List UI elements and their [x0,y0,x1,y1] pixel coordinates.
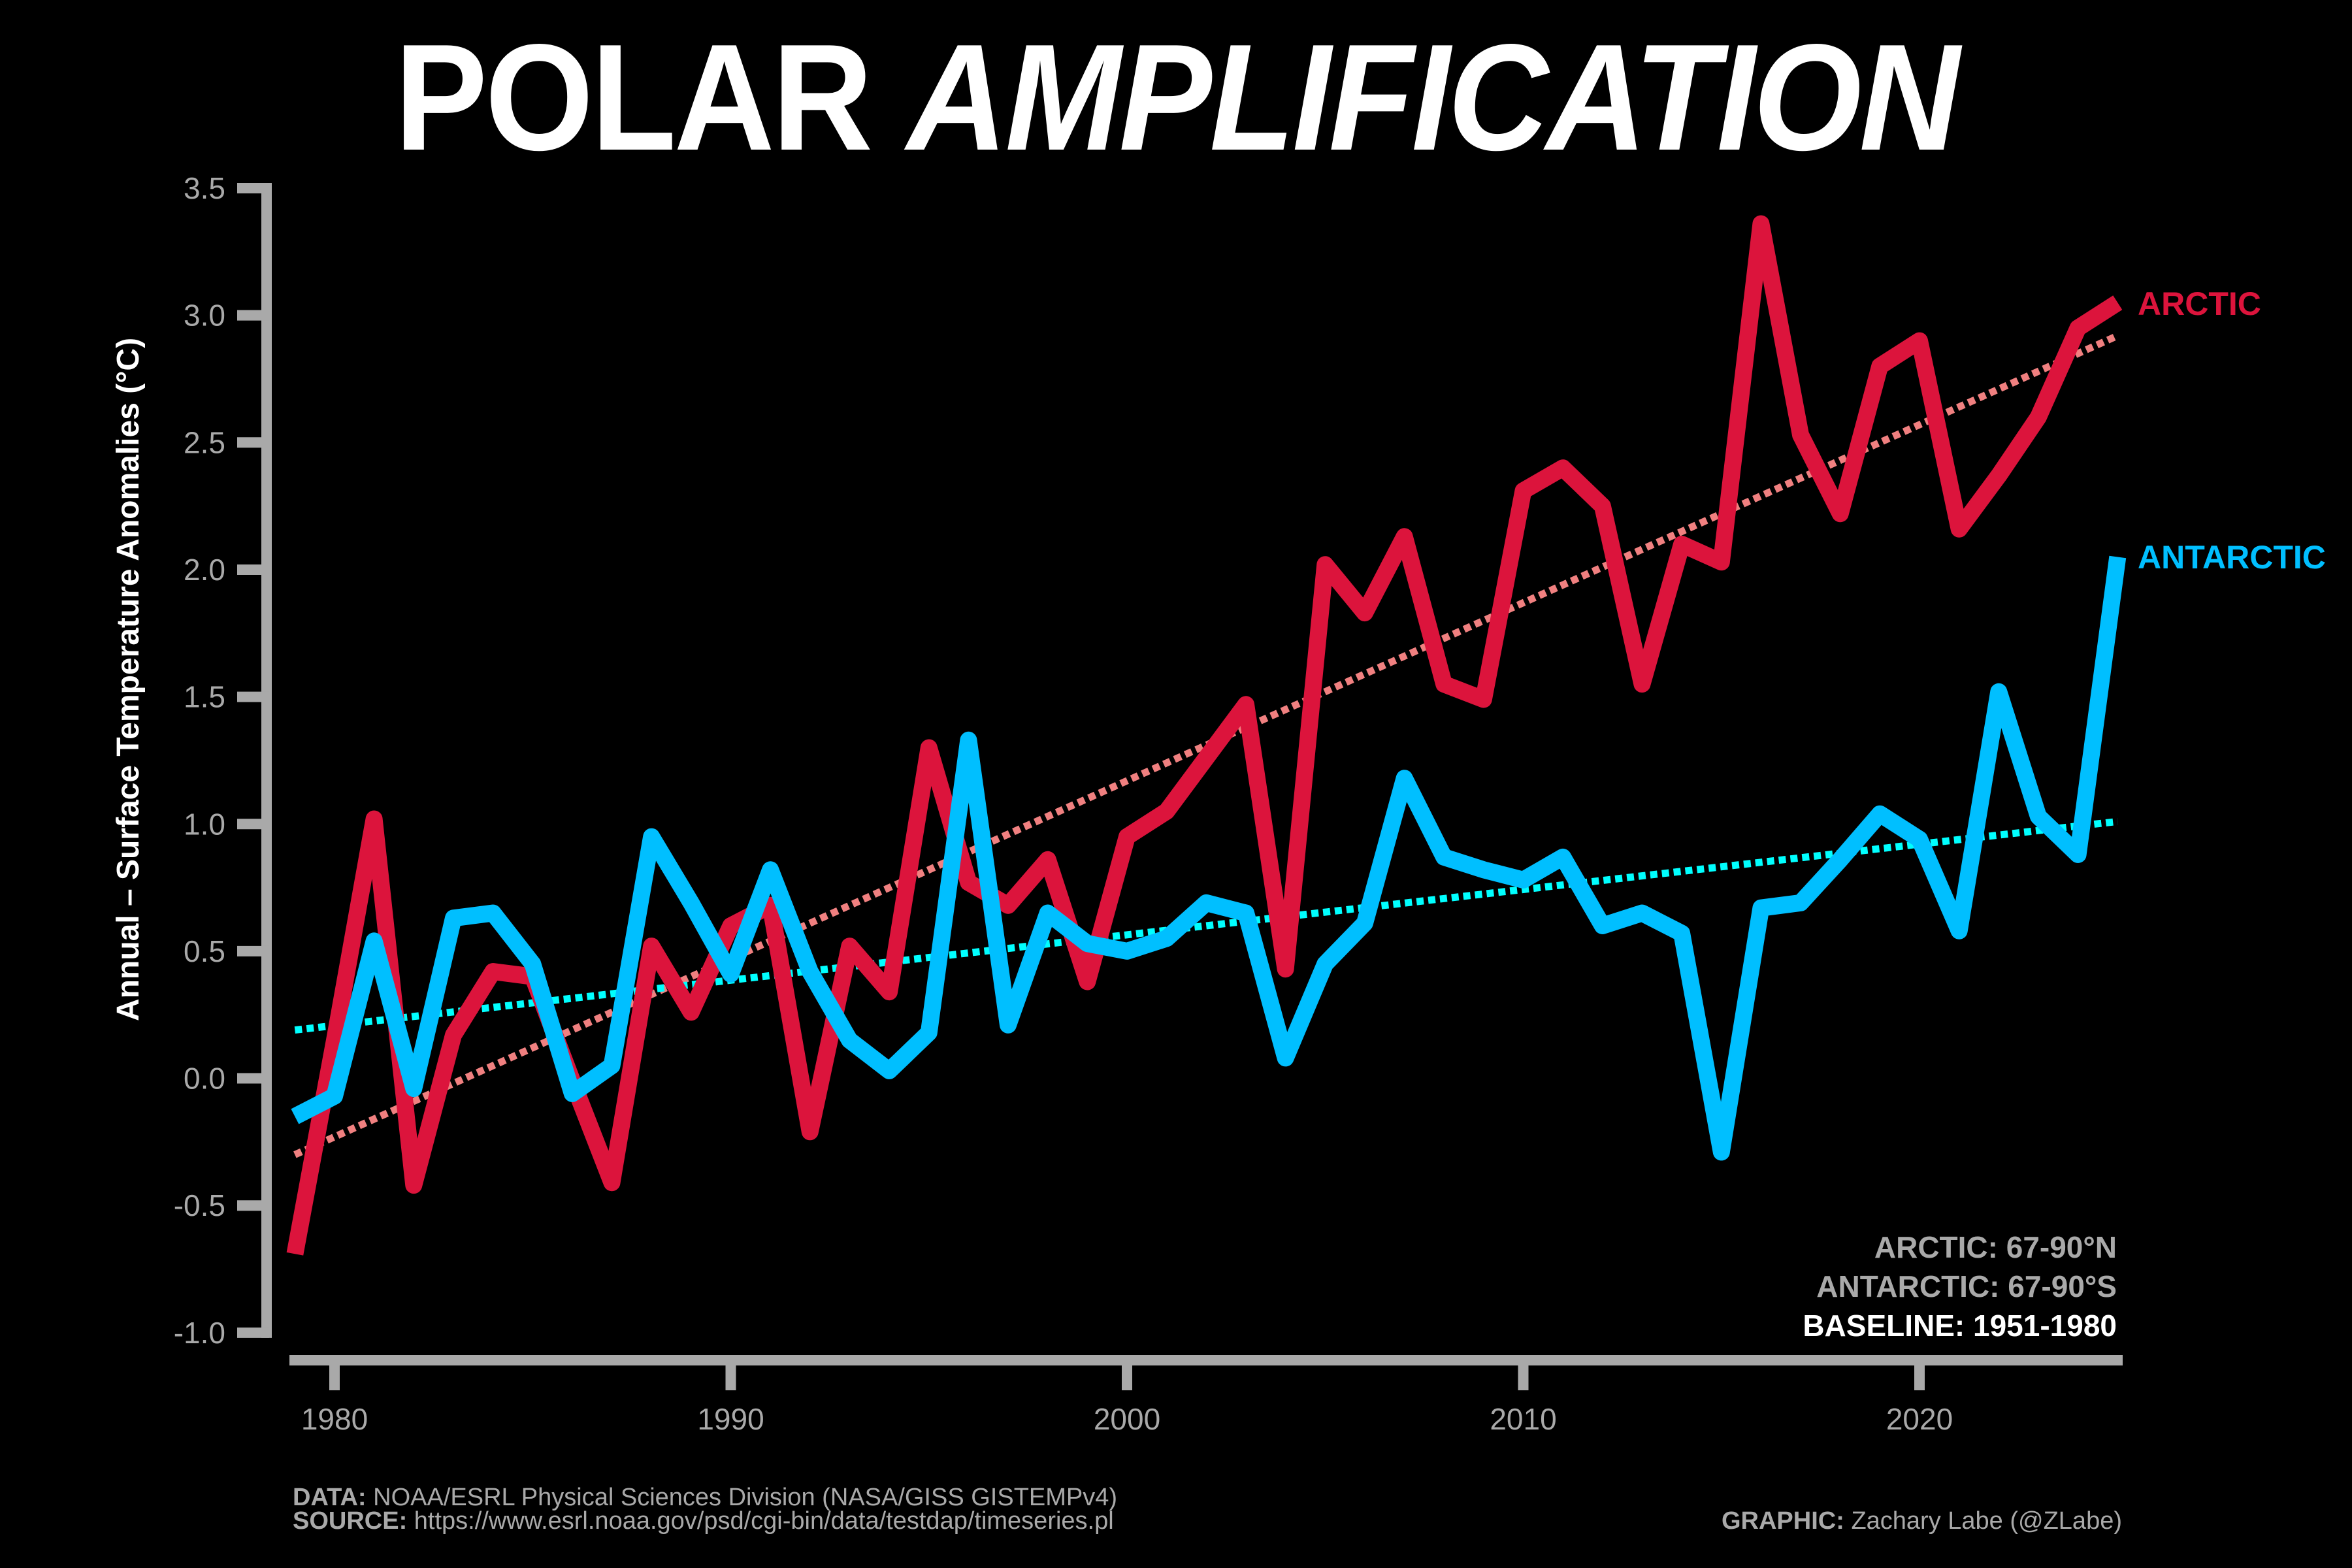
y-tick-label: 2.5 [184,425,225,459]
data-series [286,215,2127,1256]
footer-graphic-label: GRAPHIC: [1721,1507,1844,1535]
antarctic-series-line [291,555,2127,1161]
x-tick-label: 1990 [697,1402,764,1436]
footer-source-line: SOURCE: https://www.esrl.noaa.gov/psd/cg… [293,1508,1114,1534]
y-tick-label: -1.0 [174,1316,225,1350]
antarctic-trend-line [294,817,2118,1034]
x-tick-label: 2000 [1094,1402,1160,1436]
footer-source-link[interactable]: https://www.esrl.noaa.gov/psd/cgi-bin/da… [414,1507,1114,1535]
baseline-note: BASELINE: 1951-1980 [1803,1309,2117,1343]
x-tick-label: 2010 [1490,1402,1556,1436]
footer-graphic-text: Zachary Labe (@ZLabe) [1851,1507,2122,1535]
axes: 3.5 3.0 2.5 2.0 1.5 1.0 0.5 0.0 -0.5 -1.0 1980 199… [174,171,2123,1436]
title-part-polar: POLAR [394,13,873,182]
y-tick-label: 0.0 [184,1062,225,1096]
y-tick-label: 1.0 [184,807,225,841]
footer-data-line: DATA: NOAA/ESRL Physical Sciences Divisi… [293,1484,1117,1511]
x-tick-label: 2020 [1886,1402,1953,1436]
y-tick-label: 3.0 [184,299,225,333]
arctic-region-note: ARCTIC: 67-90°N [1874,1230,2117,1264]
y-tick-label: 3.5 [184,171,225,205]
y-ticks: 3.5 3.0 2.5 2.0 1.5 1.0 0.5 0.0 -0.5 -1.0 [174,171,269,1350]
y-tick-label: 1.5 [184,680,225,714]
antarctic-series-label: ANTARCTIC [2138,539,2326,576]
chart-title: POLAR AMPLIFICATION [94,13,2258,183]
arctic-series-label: ARCTIC [2138,286,2261,322]
footer-source-label: SOURCE: [293,1507,408,1535]
y-tick-label: -0.5 [174,1188,225,1222]
footer-data-label: DATA: [293,1484,367,1511]
footer-data-text: NOAA/ESRL Physical Sciences Division (NA… [373,1484,1118,1511]
x-tick-label: 1980 [301,1402,368,1436]
y-tick-label: 0.5 [184,934,225,968]
x-ticks: 1980 1990 2000 2010 2020 [301,1356,1953,1436]
arctic-series-line [286,215,2123,1256]
footer-graphic-line: GRAPHIC: Zachary Labe (@ZLabe) [1722,1508,2122,1534]
antarctic-region-note: ANTARCTIC: 67-90°S [1816,1269,2117,1303]
title-part-amplification: AMPLIFICATION [907,13,1960,182]
y-axis-label: Annual – Surface Temperature Anomalies (… [111,338,146,1021]
y-tick-label: 2.0 [184,553,225,587]
